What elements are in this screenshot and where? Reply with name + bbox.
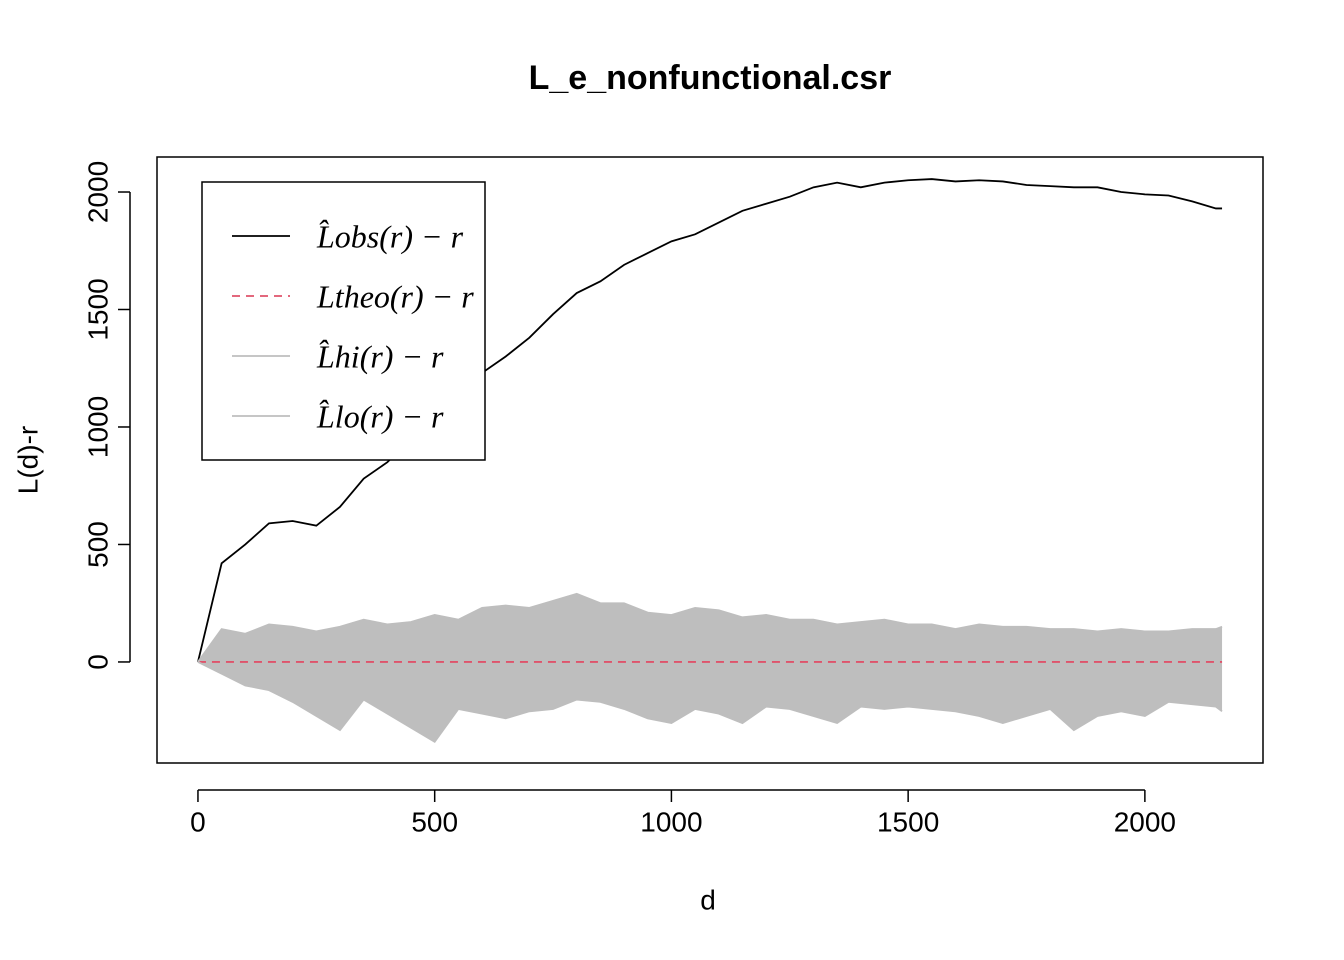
- y-tick-label: 0: [82, 654, 113, 670]
- legend-box: [201, 181, 486, 461]
- y-tick-label: 500: [82, 521, 113, 568]
- x-tick-label: 500: [411, 806, 458, 837]
- series-line: [197, 592, 1223, 663]
- x-tick-label: 2000: [1114, 806, 1176, 837]
- x-tick-label: 1000: [640, 806, 702, 837]
- series-line: [197, 178, 1223, 663]
- y-tick-label: 1000: [82, 396, 113, 458]
- x-axis-label: d: [700, 884, 716, 915]
- y-tick-label: 2000: [82, 161, 113, 223]
- legend-label: L̂obs(r) − r: [316, 218, 464, 254]
- y-axis-label: L(d)-r: [12, 426, 43, 494]
- legend-label: Ltheo(r) − r: [316, 278, 474, 314]
- envelope-area: [197, 593, 1223, 742]
- legend-label: L̂lo(r) − r: [316, 398, 444, 434]
- series-line: [197, 661, 1223, 744]
- x-tick-label: 1500: [877, 806, 939, 837]
- plot-frame: [156, 156, 1264, 764]
- chart-title: L_e_nonfunctional.csr: [529, 59, 892, 97]
- y-tick-label: 1500: [82, 278, 113, 340]
- x-tick-label: 0: [190, 806, 206, 837]
- legend-label: L̂hi(r) − r: [316, 338, 444, 374]
